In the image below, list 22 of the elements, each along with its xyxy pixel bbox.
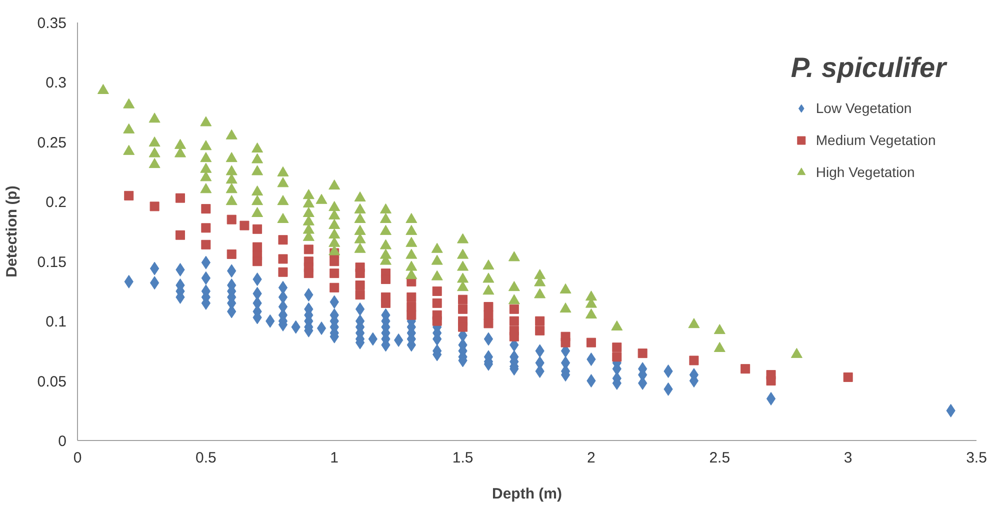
legend-label: High Vegetation <box>816 164 915 180</box>
x-tick-label: 2.5 <box>709 450 730 466</box>
legend-label: Medium Vegetation <box>816 132 936 148</box>
y-tick-label: 0.2 <box>46 194 67 212</box>
y-tick-label: 0.25 <box>37 134 67 152</box>
y-tick-label: 0.15 <box>37 254 67 271</box>
y-tick-label: 0 <box>58 433 66 450</box>
y-axis-title: Detection (p) <box>3 186 20 278</box>
x-tick-label: 0 <box>73 450 82 466</box>
x-tick-label: 2 <box>587 450 596 466</box>
x-tick-label: 3.5 <box>966 450 987 466</box>
x-tick-label: 1 <box>330 450 339 466</box>
y-tick-label: 0.1 <box>46 314 67 331</box>
x-tick-label: 3 <box>844 450 852 466</box>
legend-label: Low Vegetation <box>816 100 912 116</box>
y-tick-label: 0.3 <box>46 74 67 92</box>
text: P. spiculifer <box>790 52 946 84</box>
x-tick-label: 0.5 <box>196 450 216 466</box>
x-tick-label: 1.5 <box>452 450 474 466</box>
y-tick-label: 0.35 <box>37 15 67 32</box>
y-tick-label: 0.05 <box>37 373 67 390</box>
x-axis-title: Depth (m) <box>492 486 562 502</box>
